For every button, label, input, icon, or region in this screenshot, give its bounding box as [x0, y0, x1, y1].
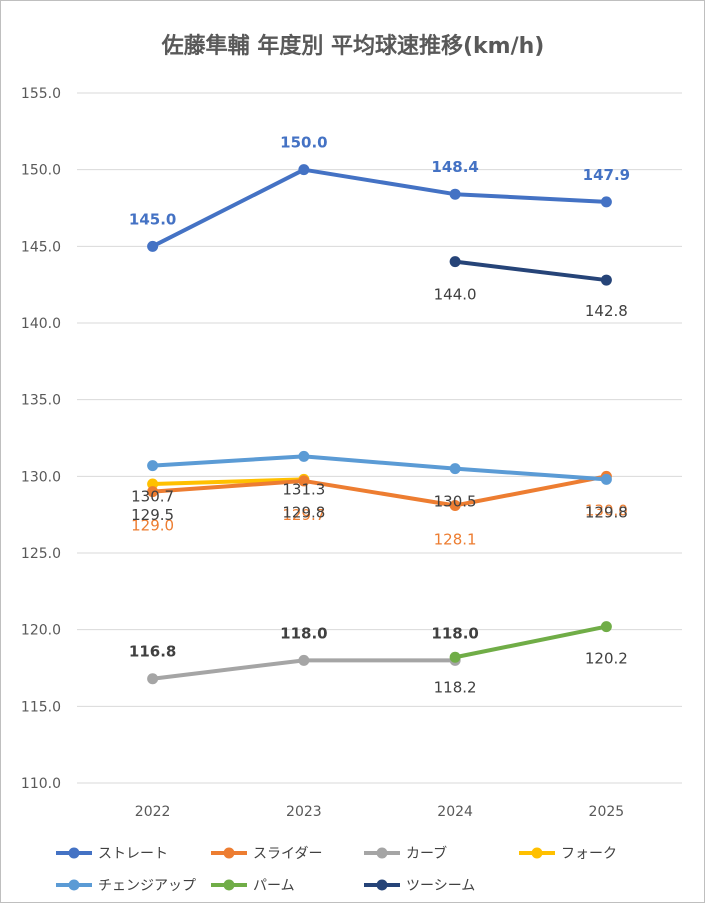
data-label: 118.0 — [431, 624, 478, 642]
legend-swatch-marker — [531, 847, 543, 859]
legend-item: スライダー — [211, 846, 322, 862]
data-point — [298, 450, 310, 462]
legend-label: チェンジアップ — [98, 878, 196, 894]
y-tick-label: 115.0 — [21, 699, 61, 715]
y-tick-label: 155.0 — [21, 86, 61, 102]
data-point — [298, 164, 310, 176]
legend-item: フォーク — [519, 846, 617, 862]
data-label: 120.2 — [585, 650, 628, 668]
y-tick-label: 120.0 — [21, 623, 61, 639]
data-point — [147, 478, 159, 490]
legend-label: パーム — [253, 878, 295, 894]
chart-title: 佐藤隼輔 年度別 平均球速推移(km/h) — [161, 33, 545, 59]
data-label: 129.0 — [131, 517, 174, 535]
data-label: 130.0 — [585, 501, 628, 519]
data-label: 118.2 — [434, 678, 477, 696]
data-label: 147.9 — [583, 166, 630, 184]
data-point — [600, 196, 612, 208]
data-point — [600, 274, 612, 286]
data-point — [449, 188, 461, 200]
legend-swatch-marker — [223, 847, 235, 859]
data-point — [449, 256, 461, 268]
series-line — [150, 167, 609, 249]
x-tick-label: 2023 — [286, 804, 322, 820]
legend-swatch-marker — [376, 879, 388, 891]
data-point — [147, 240, 159, 252]
data-label: 130.7 — [131, 488, 174, 506]
data-point — [449, 463, 461, 475]
legend-label: スライダー — [253, 846, 322, 862]
gridlines — [77, 92, 682, 784]
data-label: 131.3 — [282, 480, 325, 498]
series-line — [453, 259, 609, 283]
data-label: 116.8 — [129, 643, 176, 661]
data-point — [298, 475, 310, 487]
x-tick-label: 2024 — [437, 804, 473, 820]
y-tick-label: 130.0 — [21, 469, 61, 485]
legend-label: ツーシーム — [406, 878, 475, 894]
data-label: 142.8 — [585, 302, 628, 320]
data-label: 150.0 — [280, 134, 327, 152]
series-points — [147, 164, 612, 685]
data-label: 129.7 — [282, 506, 325, 524]
legend-item: パーム — [211, 878, 295, 894]
data-point — [600, 473, 612, 485]
data-point — [147, 460, 159, 472]
x-axis-tick-labels: 2022 2023 2024 2025 — [135, 804, 624, 820]
data-point — [147, 673, 159, 685]
data-label: 129.8 — [282, 503, 325, 521]
y-tick-label: 145.0 — [21, 239, 61, 255]
legend-item: カーブ — [364, 845, 447, 862]
series-line — [453, 624, 609, 660]
data-label: 145.0 — [129, 210, 176, 228]
legend-label: ストレート — [98, 846, 168, 862]
data-label: 148.4 — [431, 158, 478, 176]
legend-label: フォーク — [561, 846, 617, 862]
legend-swatch-marker — [68, 847, 80, 859]
legend-item: ツーシーム — [364, 878, 475, 894]
legend-item: ストレート — [56, 846, 168, 862]
data-labels: 145.0 150.0 148.4 147.9 129.0 129.7 128.1 130.0… — [129, 134, 630, 697]
data-label: 129.8 — [585, 503, 628, 521]
data-label: 130.5 — [434, 493, 477, 511]
data-label: 129.5 — [131, 506, 174, 524]
data-point — [600, 621, 612, 633]
data-point — [298, 654, 310, 666]
y-tick-label: 125.0 — [21, 546, 61, 562]
y-tick-label: 110.0 — [21, 776, 61, 792]
x-tick-label: 2025 — [589, 804, 625, 820]
y-axis-tick-labels: 110.0 115.0 120.0 125.0 130.0 135.0 140.0 145.0… — [21, 86, 61, 792]
x-tick-label: 2022 — [135, 804, 171, 820]
data-point — [147, 486, 159, 498]
y-tick-label: 150.0 — [21, 163, 61, 179]
series-line — [150, 474, 609, 508]
series-line — [150, 454, 609, 482]
legend-swatch-marker — [376, 847, 388, 859]
y-tick-label: 135.0 — [21, 393, 61, 409]
data-point — [449, 651, 461, 663]
legend-label: カーブ — [406, 845, 447, 862]
series-lines — [150, 167, 609, 681]
data-label: 128.1 — [434, 530, 477, 548]
data-label: 118.0 — [280, 624, 327, 642]
legend-swatch-marker — [68, 879, 80, 891]
legend-item: チェンジアップ — [56, 878, 196, 894]
data-label: 144.0 — [434, 286, 477, 304]
series-line — [150, 477, 306, 486]
y-tick-label: 140.0 — [21, 316, 61, 332]
data-point — [449, 499, 461, 511]
legend-swatch-marker — [223, 879, 235, 891]
